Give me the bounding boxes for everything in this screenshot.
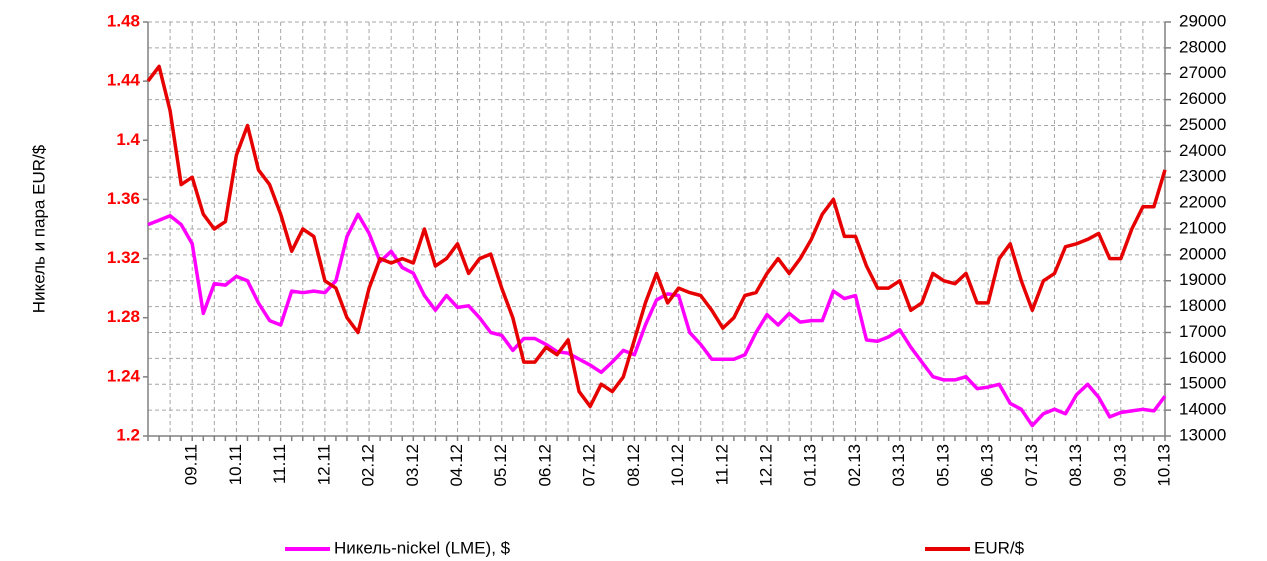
y-tick-label: 1.36 <box>107 189 140 208</box>
x-tick-label: 02.12 <box>359 444 378 487</box>
x-tick-label: 07.12 <box>580 444 599 487</box>
x-tick-label: 08.12 <box>624 444 643 487</box>
y2-tick-label: 15000 <box>1179 374 1226 393</box>
y2-tick-label: 26000 <box>1179 89 1226 108</box>
y2-tick-label: 19000 <box>1179 270 1226 289</box>
y-tick-label: 1.28 <box>107 307 140 326</box>
y2-tick-label: 25000 <box>1179 115 1226 134</box>
y2-tick-label: 22000 <box>1179 193 1226 212</box>
x-tick-label: 09.13 <box>1110 444 1129 487</box>
y-tick-label: 1.24 <box>107 366 141 385</box>
x-tick-label: 09.11 <box>182 444 201 485</box>
y-tick-label: 1.32 <box>107 248 140 267</box>
y2-tick-label: 14000 <box>1179 400 1226 419</box>
legend-label: EUR/$ <box>974 538 1025 557</box>
y2-tick-label: 24000 <box>1179 141 1226 160</box>
x-tick-label: 08.13 <box>1066 444 1085 487</box>
y2-tick-label: 13000 <box>1179 425 1226 444</box>
y-tick-label: 1.2 <box>116 425 140 444</box>
y-axis-label: Никель и пара EUR/$ <box>29 144 48 313</box>
x-tick-label: 03.13 <box>889 444 908 487</box>
series-line <box>147 212 1167 428</box>
y-tick-label: 1.44 <box>107 71 141 90</box>
x-tick-label: 10.12 <box>668 444 687 487</box>
x-tick-label: 10.11 <box>226 444 245 485</box>
series-line <box>146 64 1167 409</box>
x-tick-label: 01.13 <box>801 444 820 487</box>
x-tick-label: 04.12 <box>447 444 466 487</box>
y2-tick-label: 29000 <box>1179 11 1226 30</box>
y2-tick-label: 23000 <box>1179 167 1226 186</box>
y2-tick-label: 21000 <box>1179 218 1226 237</box>
x-tick-label: 11.12 <box>712 444 731 485</box>
y2-tick-label: 28000 <box>1179 37 1226 56</box>
x-tick-label: 11.11 <box>270 444 289 484</box>
y2-tick-label: 20000 <box>1179 244 1226 263</box>
y2-tick-label: 27000 <box>1179 63 1226 82</box>
x-tick-label: 10.13 <box>1154 444 1173 487</box>
x-tick-label: 02.13 <box>845 444 864 487</box>
y2-tick-label: 18000 <box>1179 296 1226 315</box>
x-tick-label: 03.12 <box>403 444 422 487</box>
x-tick-label: 05.12 <box>491 444 510 487</box>
y-tick-label: 1.4 <box>116 130 140 149</box>
x-tick-label: 06.12 <box>535 444 554 487</box>
x-tick-label: 12.12 <box>757 444 776 487</box>
legend-label: Никель-nickel (LME), $ <box>334 538 511 557</box>
x-tick-label: 07.13 <box>1022 444 1041 487</box>
x-tick-label: 05.13 <box>933 444 952 487</box>
y2-tick-label: 17000 <box>1179 322 1226 341</box>
x-tick-label: 06.13 <box>978 444 997 487</box>
y-tick-label: 1.48 <box>107 11 140 30</box>
y2-tick-label: 16000 <box>1179 348 1226 367</box>
x-tick-label: 12.11 <box>314 444 333 485</box>
